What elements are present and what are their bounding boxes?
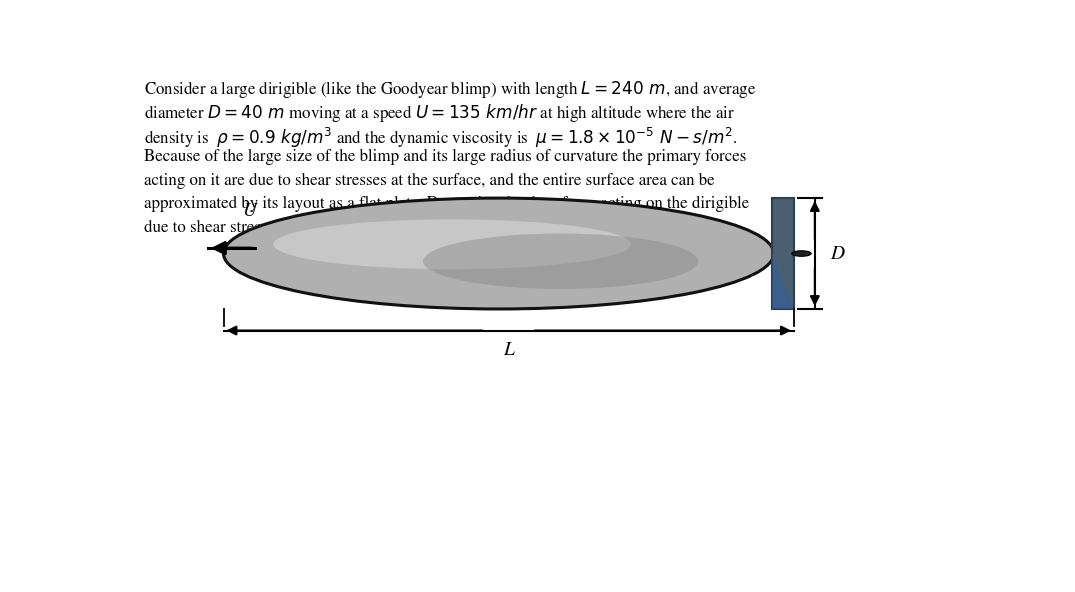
Polygon shape — [772, 253, 794, 309]
Text: due to shear stresses, and the power required for the engine.: due to shear stresses, and the power req… — [144, 220, 549, 236]
Ellipse shape — [792, 251, 812, 256]
Text: approximated by its layout as a flat plate. Determine the drag force acting on t: approximated by its layout as a flat pla… — [144, 196, 749, 212]
Text: L: L — [503, 340, 514, 359]
Text: density is  $\rho = 0.9\ kg/m^3$ and the dynamic viscosity is  $\mu = 1.8 \times: density is $\rho = 0.9\ kg/m^3$ and the … — [144, 126, 737, 150]
Ellipse shape — [424, 233, 698, 289]
Text: acting on it are due to shear stresses at the surface, and the entire surface ar: acting on it are due to shear stresses a… — [144, 173, 715, 189]
Text: U: U — [242, 202, 256, 220]
Ellipse shape — [224, 198, 774, 309]
Text: Because of the large size of the blimp and its large radius of curvature the pri: Because of the large size of the blimp a… — [144, 149, 747, 165]
Bar — [772, 198, 794, 309]
Ellipse shape — [273, 220, 631, 269]
Text: diameter $D = 40\ m$ moving at a speed $U = 135\ km/hr$ at high altitude where t: diameter $D = 40\ m$ moving at a speed $… — [144, 102, 735, 124]
Text: Consider a large dirigible (like the Goodyear blimp) with length $L = 240\ m$, a: Consider a large dirigible (like the Goo… — [144, 79, 757, 99]
Text: D: D — [830, 244, 845, 263]
